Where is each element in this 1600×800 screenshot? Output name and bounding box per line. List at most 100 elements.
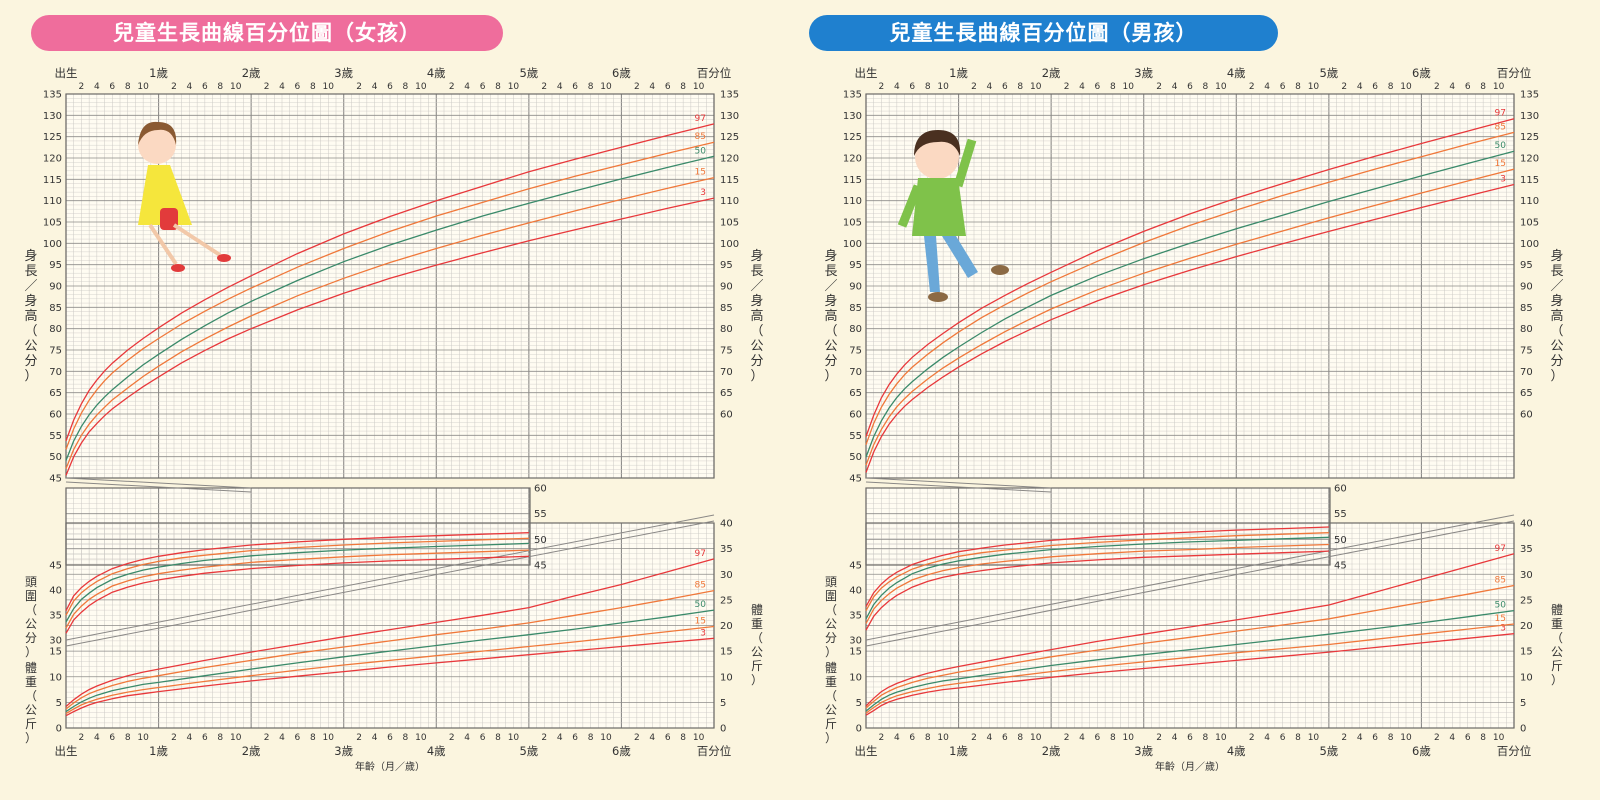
svg-text:公: 公 [1551, 645, 1563, 659]
svg-text:／: ／ [750, 279, 763, 294]
head-p85-line [65, 537, 529, 616]
month-tick-top: 2 [971, 82, 977, 92]
height-p85-line [865, 131, 1515, 445]
head-tick-left: 30 [49, 636, 62, 647]
month-tick-top: 4 [94, 82, 100, 92]
head-plot-frame [865, 487, 1331, 566]
month-tick-bottom: 4 [557, 733, 563, 743]
month-tick-bottom: 10 [1215, 733, 1227, 743]
height-tick-left: 60 [849, 410, 862, 421]
height-tick-right: 105 [720, 218, 739, 229]
month-tick-bottom: 4 [372, 733, 378, 743]
month-tick-top: 6 [295, 82, 301, 92]
weight-p50-line [65, 609, 715, 713]
height-tick-right: 65 [720, 388, 733, 399]
height-tick-left: 135 [43, 90, 62, 101]
bottom-age-label: 1歲 [949, 744, 968, 758]
month-tick-top: 8 [1203, 82, 1209, 92]
weight-p3-label: 3 [1500, 624, 1506, 634]
month-tick-bottom: 2 [171, 733, 177, 743]
height-tick-right: 85 [720, 303, 733, 314]
height-tick-right: 100 [720, 239, 739, 250]
month-tick-bottom: 10 [1400, 733, 1412, 743]
connector-line [65, 514, 715, 641]
month-tick-top: 6 [109, 82, 115, 92]
weight-tick-left: 0 [856, 724, 862, 735]
top-age-label: 出生 [855, 66, 878, 80]
weight-p97-line [865, 553, 1515, 707]
svg-text:分: 分 [25, 631, 37, 645]
height-tick-right: 100 [1520, 239, 1539, 250]
height-p85-label: 85 [695, 132, 706, 142]
head-axis-title: 頭圍（公分） [25, 575, 37, 659]
weight-tick-left: 0 [56, 724, 62, 735]
svg-text:（: （ [24, 324, 37, 339]
weight-tick-left: 5 [56, 698, 62, 709]
svg-text:（: （ [825, 689, 837, 703]
top-age-label: 百分位 [697, 66, 732, 80]
month-tick-top: 6 [387, 82, 393, 92]
month-tick-bottom: 8 [125, 733, 131, 743]
height-tick-left: 125 [43, 132, 62, 143]
svg-text:公: 公 [824, 339, 837, 354]
height-p97-line [865, 118, 1515, 437]
height-p97-label: 97 [695, 114, 706, 124]
svg-text:頭: 頭 [25, 575, 37, 589]
head-tick-right: 45 [1334, 561, 1347, 572]
boy-pants [924, 236, 940, 292]
month-tick-bottom: 2 [1249, 733, 1255, 743]
svg-text:公: 公 [24, 339, 37, 354]
month-tick-top: 8 [588, 82, 594, 92]
height-tick-right: 80 [720, 324, 733, 335]
girl-leg [172, 223, 222, 257]
month-tick-bottom: 8 [925, 733, 931, 743]
weight-tick-right: 0 [720, 724, 726, 735]
month-tick-top: 2 [1156, 82, 1162, 92]
month-tick-top: 8 [1017, 82, 1023, 92]
height-tick-left: 45 [849, 474, 862, 485]
month-tick-bottom: 6 [1465, 733, 1471, 743]
height-tick-left: 85 [49, 303, 62, 314]
month-tick-bottom: 6 [202, 733, 208, 743]
svg-text:／: ／ [24, 279, 37, 294]
month-tick-bottom: 6 [665, 733, 671, 743]
head-tick-right: 55 [1334, 509, 1347, 520]
month-tick-bottom: 2 [1341, 733, 1347, 743]
height-tick-left: 90 [49, 282, 62, 293]
month-tick-bottom: 10 [1493, 733, 1505, 743]
height-tick-right: 60 [720, 410, 733, 421]
svg-text:身: 身 [24, 248, 37, 264]
svg-text:／: ／ [1550, 279, 1563, 294]
height-tick-left: 50 [49, 452, 62, 463]
x-axis-label: 年齡（月／歲） [1155, 760, 1225, 773]
month-tick-top: 10 [508, 82, 520, 92]
weight-tick-right: 5 [720, 698, 726, 709]
head-tick-left: 35 [849, 611, 862, 622]
top-age-label: 4歲 [427, 66, 446, 80]
height-p3-label: 3 [1500, 174, 1506, 184]
month-tick-top: 6 [202, 82, 208, 92]
weight-tick-right: 40 [720, 519, 733, 530]
svg-text:）: ） [750, 369, 763, 384]
month-tick-bottom: 4 [1357, 733, 1363, 743]
height-p50-label: 50 [1495, 141, 1507, 151]
height-tick-left: 80 [49, 324, 62, 335]
month-tick-bottom: 10 [230, 733, 242, 743]
weight-axis-title-right: 體重（公斤） [1551, 603, 1563, 687]
month-tick-bottom: 4 [894, 733, 900, 743]
top-age-label: 5歲 [519, 66, 538, 80]
svg-text:）: ） [825, 731, 837, 745]
svg-text:（: （ [1550, 324, 1563, 339]
month-tick-bottom: 6 [1095, 733, 1101, 743]
svg-text:公: 公 [25, 703, 37, 717]
month-tick-bottom: 8 [217, 733, 223, 743]
svg-text:身: 身 [750, 248, 763, 264]
month-tick-bottom: 6 [1002, 733, 1008, 743]
height-tick-left: 120 [43, 154, 62, 165]
bottom-age-label: 百分位 [697, 744, 732, 758]
weight-tick-left: 10 [849, 672, 862, 683]
top-age-label: 2歲 [1042, 66, 1061, 80]
height-p3-line [65, 197, 715, 476]
svg-text:斤: 斤 [1551, 659, 1563, 673]
month-tick-top: 8 [1480, 82, 1486, 92]
